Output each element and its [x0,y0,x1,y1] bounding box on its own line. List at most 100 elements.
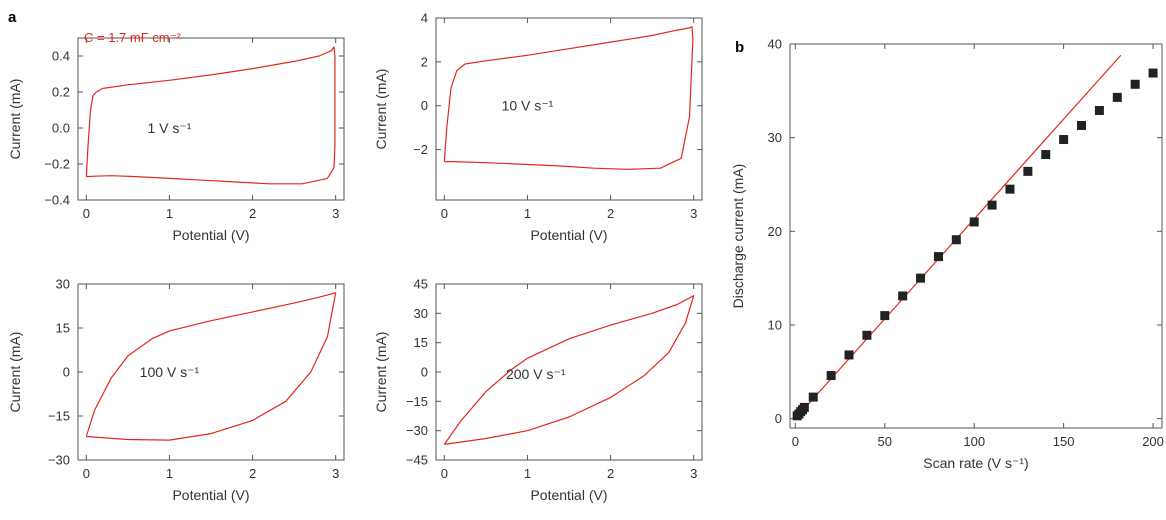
chart-panel-1: 0 1 2 3 −2 0 2 4 Potential (V) Current (mA) 10 V s… [373,11,703,243]
y-tick-label: 20 [768,224,782,239]
cv-curve [85,46,336,185]
scan-rate-annotation: 100 V s⁻¹ [140,364,200,380]
y-tick-label: 0 [775,411,782,426]
chart-panel-4: 0 50 100 150 200 0 10 20 30 40 Scan rate (V s⁻¹) Di… [730,37,1164,472]
cv-curve [443,295,695,445]
data-point [1112,92,1122,102]
y-axis-label: Current (mA) [7,332,23,413]
scan-rate-annotation: 10 V s⁻¹ [502,98,554,114]
data-point [898,291,908,301]
x-tick-label: 2 [249,466,256,481]
data-point [933,252,943,262]
y-tick-label: 30 [56,277,70,292]
chart-panel-3: 0 1 2 3 −45 −30 −15 0 15 30 45 Potential (V) Current… [373,277,703,503]
x-tick-label: 1 [166,206,173,221]
x-axis-label: Potential (V) [172,227,249,243]
x-tick-label: 3 [332,206,339,221]
y-tick-label: 45 [414,277,428,292]
y-tick-label: 0.2 [52,85,70,100]
scan-rate-annotation: 200 V s⁻¹ [506,366,566,382]
x-tick-label: 0 [792,434,799,449]
data-point [808,392,818,402]
panel-label-a: a [8,9,17,26]
data-point [1094,105,1104,115]
y-axis-label: Current (mA) [373,332,389,413]
data-point [969,217,979,227]
y-tick-label: 0.0 [52,121,70,136]
x-tick-label: 2 [607,466,614,481]
y-tick-label: −2 [413,142,428,157]
y-tick-label: 0 [63,365,70,380]
x-tick-label: 3 [690,466,697,481]
y-tick-label: 40 [768,37,782,52]
data-point [880,311,890,321]
data-point [951,235,961,245]
data-point [1148,68,1158,78]
y-tick-label: −0.4 [44,193,70,208]
y-tick-label: 2 [421,54,428,69]
y-tick-label: −30 [48,453,70,468]
cv-curve [85,292,337,441]
y-tick-label: −15 [406,394,428,409]
plot-frame [435,17,703,201]
data-point [1023,166,1033,176]
data-point [1005,184,1015,194]
x-tick-label: 50 [878,434,892,449]
chart-panel-0: 0 1 2 3 −0.4 −0.2 0.0 0.2 0.4 Potential (V) Curren… [7,30,345,243]
x-tick-label: 2 [607,206,614,221]
data-point [862,330,872,340]
chart-panel-2: 0 1 2 3 −30 −15 0 15 30 Potential (V) Current (mA)… [7,277,345,503]
y-tick-label: 0.4 [52,49,70,64]
x-tick-label: 1 [524,206,531,221]
x-tick-label: 0 [83,466,90,481]
y-tick-label: −15 [48,409,70,424]
x-tick-label: 0 [83,206,90,221]
capacitance-note: C = 1.7 mF cm⁻² [84,30,181,45]
y-tick-label: 15 [414,335,428,350]
data-point [1041,150,1051,160]
x-axis-label: Scan rate (V s⁻¹) [923,455,1028,471]
y-tick-label: 30 [768,130,782,145]
data-point [844,350,854,360]
x-tick-label: 3 [690,206,697,221]
plot-frame [789,43,1163,429]
y-tick-label: 0 [421,98,428,113]
y-tick-label: 4 [421,11,428,26]
data-point [987,200,997,210]
x-tick-label: 3 [332,466,339,481]
x-tick-label: 1 [166,466,173,481]
data-point [1130,79,1140,89]
data-point [1059,135,1069,145]
x-axis-label: Potential (V) [530,487,607,503]
x-tick-label: 200 [1142,434,1164,449]
y-axis-label: Current (mA) [373,69,389,150]
x-axis-label: Potential (V) [530,227,607,243]
data-point [799,402,809,412]
scan-rate-annotation: 1 V s⁻¹ [147,120,191,136]
x-tick-label: 0 [441,466,448,481]
plot-frame [77,37,345,201]
data-point [1077,120,1087,130]
x-tick-label: 1 [524,466,531,481]
x-axis-label: Potential (V) [172,487,249,503]
y-tick-label: 15 [56,321,70,336]
y-tick-label: 0 [421,365,428,380]
cv-curve [443,26,694,170]
x-tick-label: 0 [441,206,448,221]
y-tick-label: −0.2 [44,157,70,172]
data-point [916,273,926,283]
y-axis-label: Current (mA) [7,79,23,160]
x-tick-label: 100 [963,434,985,449]
x-tick-label: 150 [1053,434,1075,449]
y-axis-label: Discharge current (mA) [730,164,746,309]
x-tick-label: 2 [249,206,256,221]
panel-label-b: b [735,39,744,56]
y-tick-label: −30 [406,423,428,438]
charts-group: 0 1 2 3 −0.4 −0.2 0.0 0.2 0.4 Potential (V) Curren… [7,11,1164,504]
y-tick-label: −45 [406,453,428,468]
data-point [826,371,836,381]
y-tick-label: 30 [414,306,428,321]
y-tick-label: 10 [768,317,782,332]
